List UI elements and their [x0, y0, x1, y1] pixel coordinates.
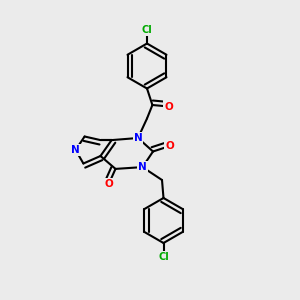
Text: O: O: [104, 178, 113, 189]
Text: N: N: [138, 162, 147, 172]
Text: N: N: [71, 145, 80, 155]
Text: Cl: Cl: [158, 251, 169, 262]
Text: Cl: Cl: [142, 25, 152, 35]
Text: O: O: [164, 101, 173, 112]
Text: O: O: [165, 141, 174, 151]
Text: N: N: [134, 133, 142, 143]
